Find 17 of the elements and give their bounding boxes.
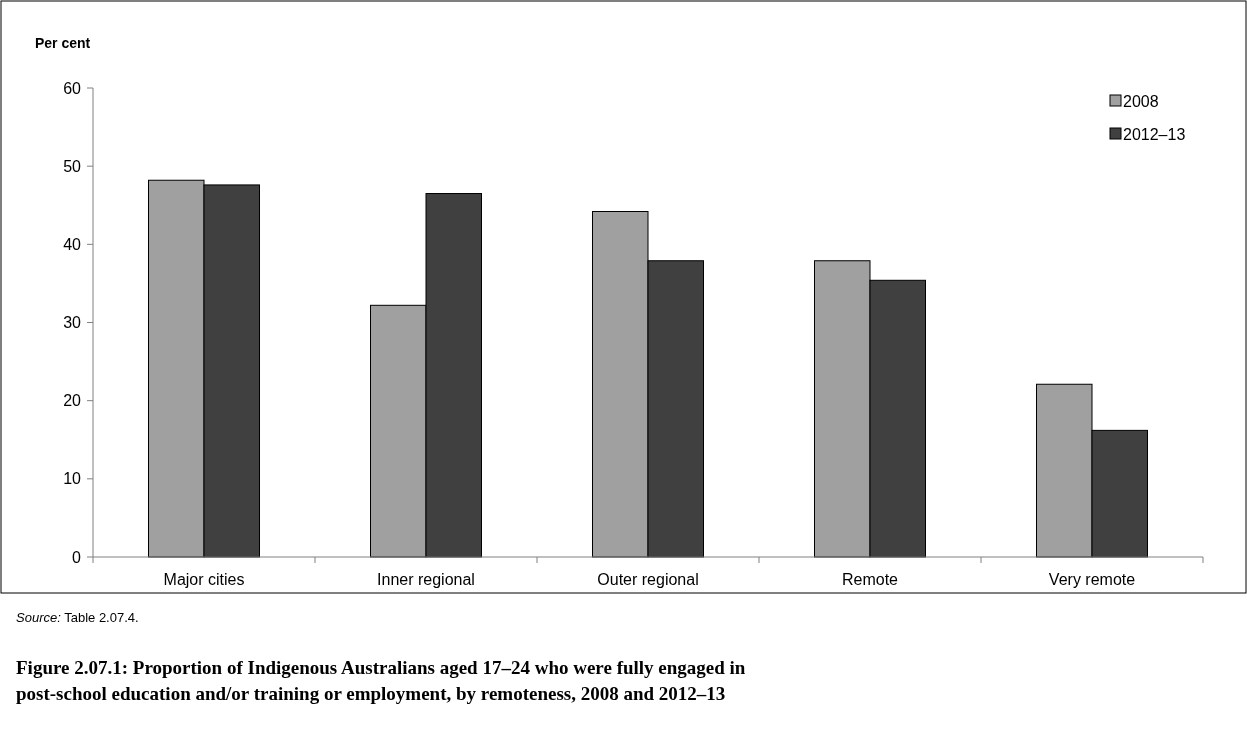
legend-label: 2008: [1123, 92, 1159, 110]
x-tick-label: Inner regional: [377, 571, 475, 588]
x-tick-label: Outer regional: [597, 571, 699, 588]
x-tick-label: Very remote: [1048, 571, 1136, 588]
y-tick-label: 10: [63, 470, 82, 488]
source-note: Source: Table 2.07.4.: [16, 610, 139, 625]
y-tick-label: 30: [63, 314, 82, 332]
x-tick-label: Remote: [841, 571, 899, 588]
y-tick-label: 0: [72, 548, 82, 566]
text: Figure 2.07.1: Proportion of Indigenous Australians aged 17–24 who were fully engaged in post-school education and/or training or employment, by remoteness, 2008 and 2012–13: [16, 657, 746, 704]
y-tick-label: 40: [63, 235, 82, 253]
x-tick-label: Major cities: [163, 571, 245, 588]
legend-label: 2012–13: [1123, 125, 1186, 143]
y-axis-title: Per cent: [35, 35, 91, 51]
y-tick-label: 20: [63, 392, 82, 410]
y-tick-label: 60: [63, 79, 82, 97]
y-tick-label: 50: [63, 157, 82, 175]
